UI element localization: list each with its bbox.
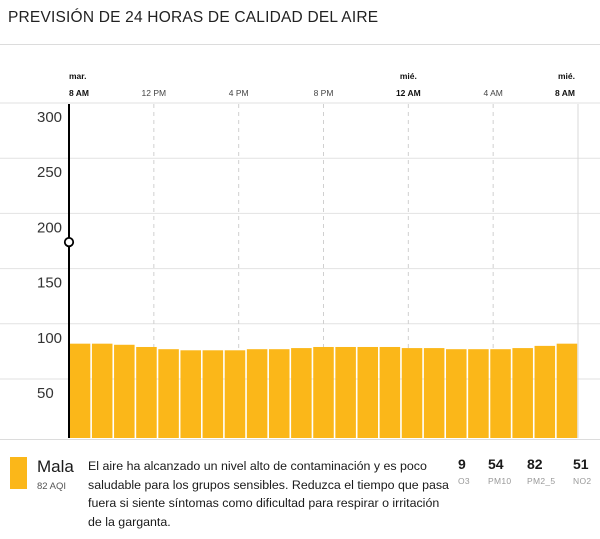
aqi-bar [357,346,379,438]
pollutant-name: O3 [458,476,470,486]
y-tick-label: 250 [37,164,62,181]
pollutant-pm10: 54 PM10 [488,456,511,486]
aqi-bar [335,346,356,438]
aqi-bar [158,349,179,438]
chart-bottom-divider [0,439,600,440]
y-tick-label: 100 [37,330,62,347]
x-time-label: 4 PM [229,88,249,98]
x-time-label: 4 AM [483,88,502,98]
aqi-bar [291,348,312,438]
aqi-bar [114,344,135,438]
aqi-bar [534,345,556,438]
aqi-bar [180,350,201,438]
page-title: PREVISIÓN DE 24 HORAS DE CALIDAD DEL AIR… [8,9,379,26]
x-time-label: 12 PM [142,88,167,98]
aqi-forecast-chart: 300 250 200 150 100 50 mar. 8 AM 12 PM 4 PM 8 PM mi… [0,71,600,438]
pollutant-o3: 9 O3 [458,456,470,486]
aqi-bar [246,349,268,438]
aqi-bar [556,343,578,438]
aqi-bar [401,348,423,438]
aqi-value: 82 AQI [37,481,67,492]
pollutant-name: PM10 [488,476,512,486]
aqi-bar [268,349,290,438]
aqi-bar [313,346,334,438]
aqi-bar [423,348,445,438]
x-time-label: 12 AM [396,88,421,98]
x-day-label: mié. [400,71,417,81]
aqi-description: El aire ha alcanzado un nivel alto de co… [88,459,449,529]
aqi-bar [224,350,246,438]
aqi-level-swatch [10,457,27,489]
pollutant-value: 82 [527,456,543,472]
pollutant-value: 54 [488,456,504,472]
y-tick-label: 300 [37,109,62,126]
pollutant-pm25: 82 PM2_5 [527,456,555,486]
aqi-bar [512,348,533,438]
pollutant-name: NO2 [573,476,592,486]
y-tick-label: 150 [37,275,62,292]
pollutant-value: 9 [458,456,466,472]
pollutant-name: PM2_5 [527,476,556,486]
aqi-bar [468,349,489,438]
aqi-bar [379,346,401,438]
pollutant-value: 51 [573,456,589,472]
x-time-label: 8 AM [555,88,575,98]
x-day-label: mié. [558,71,575,81]
aqi-bar [69,343,91,438]
y-tick-label: 200 [37,219,62,236]
aqi-level-label: Mala [37,457,74,476]
x-time-label: 8 AM [69,88,89,98]
aqi-bar [91,343,113,438]
aqi-bar [202,350,224,438]
aqi-bar [490,349,511,438]
pollutant-no2: 51 NO2 [573,456,591,486]
aqi-bar [446,349,467,438]
current-time-marker [63,237,75,248]
x-day-label: mar. [69,71,87,81]
aqi-bar [136,346,157,438]
x-time-label: 8 PM [314,88,334,98]
header-divider [0,44,600,45]
y-tick-label: 50 [37,385,54,402]
